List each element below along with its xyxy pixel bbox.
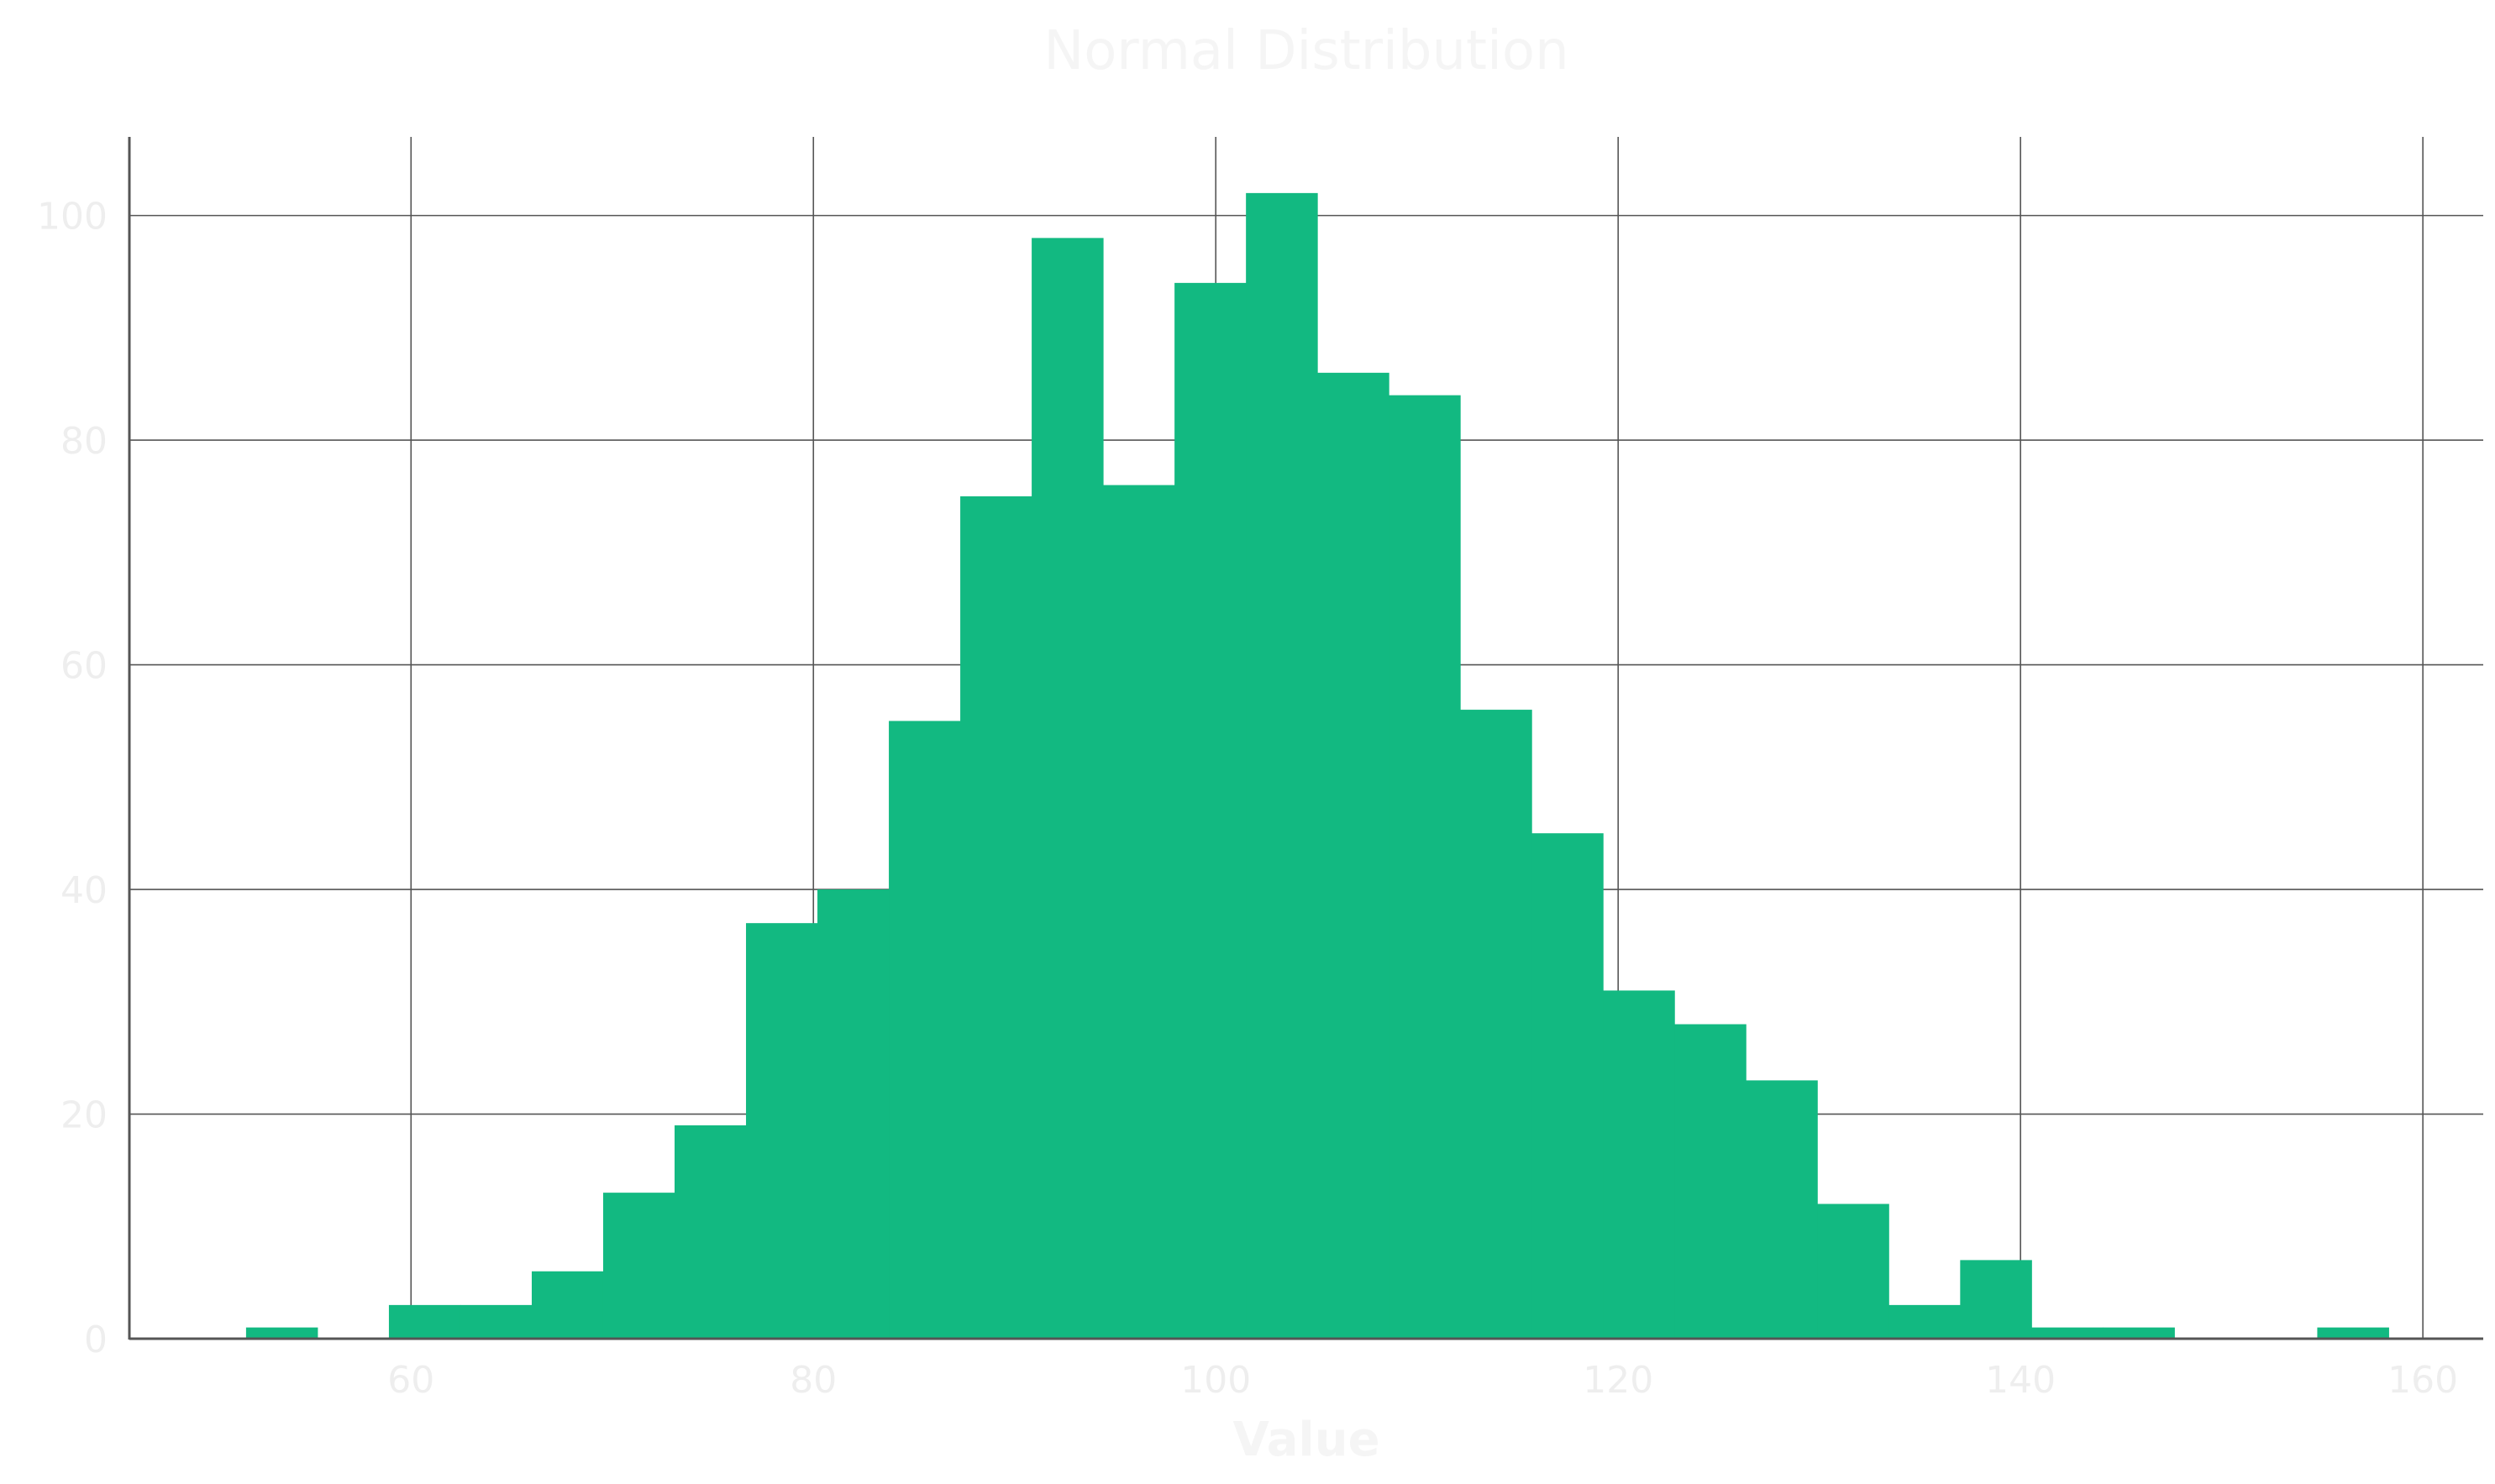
histogram-bar [1531,833,1604,1339]
x-axis-label: Value [1232,1413,1379,1467]
histogram-bar [1674,1024,1746,1339]
y-tick-label: 80 [60,420,108,463]
x-tick-label: 120 [1583,1359,1653,1402]
histogram-bar [1817,1203,1889,1339]
histogram-bar [1888,1304,1961,1339]
histogram-bar [1746,1080,1818,1339]
x-tick-labels: 60 80 100 120 140 160 [387,1359,2458,1402]
histogram-bar [1103,485,1175,1339]
histogram-bar [388,1304,461,1339]
y-tick-label: 0 [84,1319,108,1361]
histogram-bar [2317,1327,2389,1339]
histogram-bar [245,1327,318,1339]
histogram-bar [817,889,890,1339]
y-tick-label: 20 [60,1094,108,1137]
x-tick-label: 100 [1180,1359,1251,1402]
histogram-bar [1246,192,1318,1340]
histogram-bar [531,1271,604,1339]
y-tick-label: 40 [60,869,108,912]
histogram-bar [675,1125,747,1339]
histogram-bar [1389,395,1461,1339]
histogram-bar [889,721,961,1339]
histogram-bar [1960,1260,2032,1339]
histogram-bar [460,1304,533,1339]
histogram-bar [960,496,1032,1339]
y-tick-labels: 0 20 40 60 80 100 [37,196,108,1361]
histogram-bar [1032,238,1104,1339]
histogram-bar [746,923,818,1339]
chart-title: Normal Distribution [1043,20,1568,82]
y-tick-label: 60 [60,645,108,688]
y-tick-label: 100 [37,196,108,239]
histogram-bar [602,1193,675,1339]
x-tick-label: 60 [387,1359,434,1402]
x-tick-label: 80 [790,1359,837,1402]
histogram-bar [1317,372,1389,1339]
histogram-bar [2103,1327,2175,1339]
histogram-bar [1174,282,1247,1339]
x-tick-label: 140 [1985,1359,2056,1402]
histogram-bar [1603,990,1675,1339]
histogram-bar [1460,710,1532,1339]
x-tick-label: 160 [2387,1359,2458,1402]
histogram-bar [2031,1327,2104,1339]
histogram-bars [245,192,2389,1340]
axes [128,137,2483,1340]
